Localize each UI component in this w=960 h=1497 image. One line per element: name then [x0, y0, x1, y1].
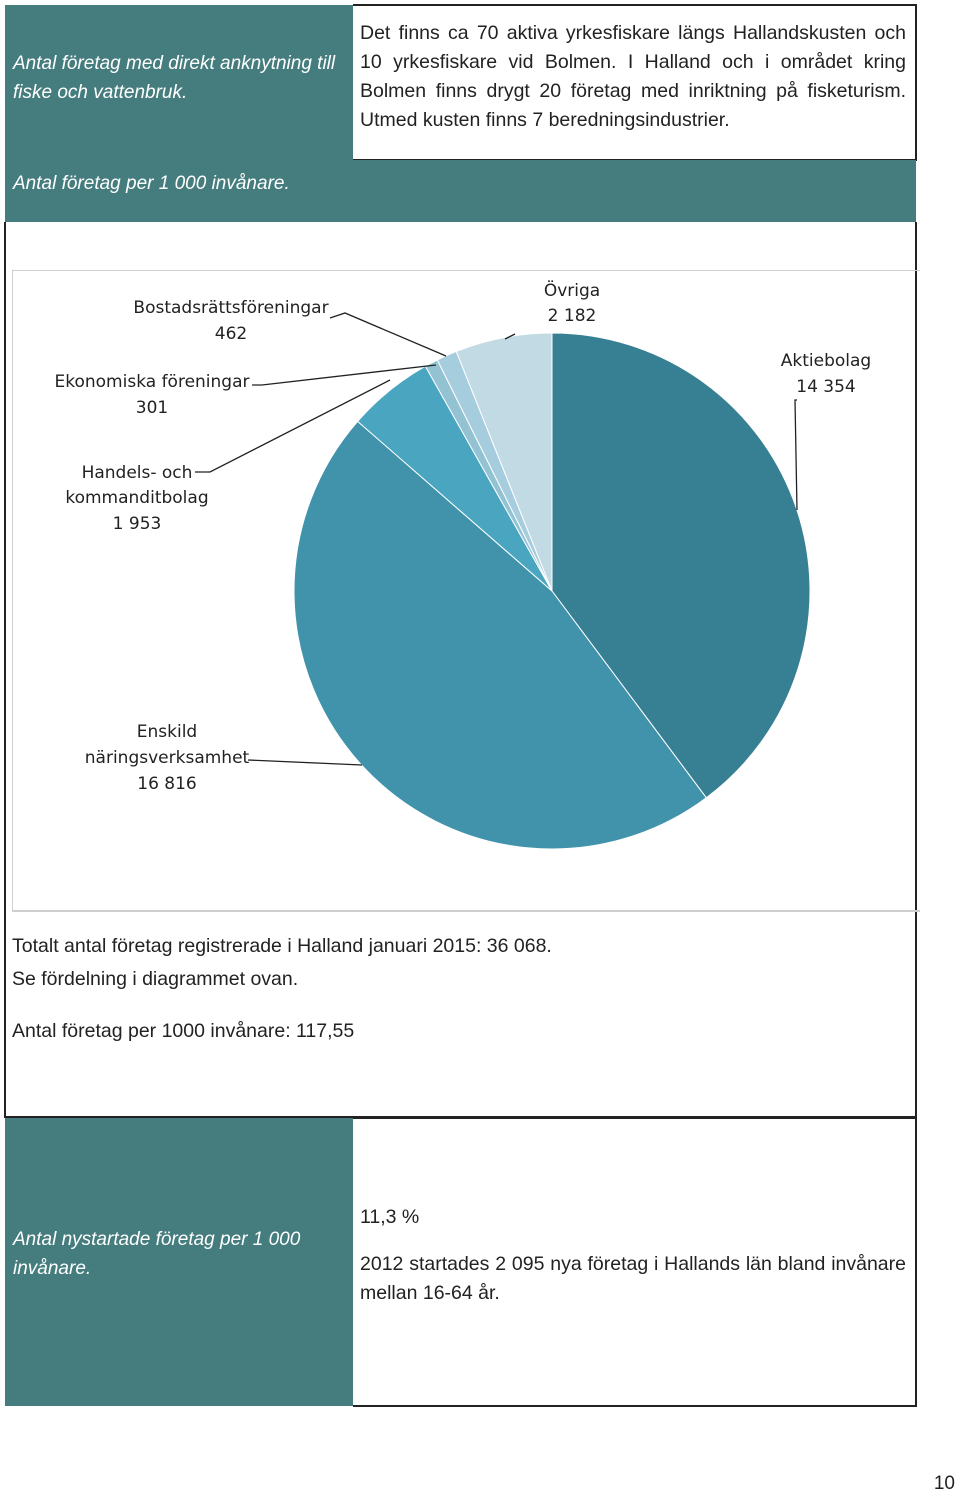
- pie-label-4-1: 462: [215, 324, 247, 344]
- pie-slice-5: [455, 332, 553, 592]
- pie-leader-line-0: [794, 399, 798, 511]
- startups-label: Antal nystartade företag per 1 000 invån…: [13, 1229, 301, 1279]
- fishing-text: Det finns ca 70 aktiva yrkesfiskare läng…: [360, 22, 906, 131]
- companies-header: Antal företag per 1 000 invånare.: [5, 160, 916, 222]
- startups-text-cell: 11,3 % 2012 startades 2 095 nya företag …: [353, 1117, 917, 1407]
- pie-label-4-0: Bostadsrättsföreningar: [133, 298, 328, 318]
- pie-label-3-0: Ekonomiska föreningar: [55, 372, 250, 392]
- pie-leader-line-1: [247, 759, 363, 766]
- pie-label-2-0: Handels- och: [82, 463, 193, 483]
- pie-label-3-1: 301: [136, 398, 168, 418]
- pie-leader-line-2: [195, 379, 391, 473]
- totals-line-1: Totalt antal företag registrerade i Hall…: [12, 935, 552, 957]
- page-number: 10: [933, 1473, 955, 1494]
- pie-slice-1: [293, 420, 708, 850]
- fishing-label: Antal företag med direkt anknytning till…: [13, 53, 336, 103]
- companies-header-label: Antal företag per 1 000 invånare.: [13, 173, 290, 194]
- fishing-label-cell: Antal företag med direkt anknytning till…: [5, 5, 353, 160]
- pie-leader-line-5: [504, 333, 516, 340]
- totals-line-2: Se fördelning i diagrammet ovan.: [12, 968, 299, 990]
- per-capita-line: Antal företag per 1000 invånare: 117,55: [12, 1020, 355, 1042]
- pie-label-1-0: Enskild: [137, 722, 197, 742]
- pie-label-0-0: Aktiebolag: [781, 351, 871, 371]
- pie-label-0-1: 14 354: [796, 377, 855, 397]
- pie-label-2-1: kommanditbolag: [65, 488, 208, 508]
- pie-label-2-2: 1 953: [113, 514, 162, 534]
- startups-label-cell: Antal nystartade företag per 1 000 invån…: [5, 1118, 353, 1406]
- pie-label-1-2: 16 816: [137, 774, 196, 794]
- fishing-text-cell: Det finns ca 70 aktiva yrkesfiskare läng…: [353, 4, 917, 161]
- startups-value: 11,3 %: [360, 1206, 420, 1228]
- chart-frame: [12, 270, 920, 912]
- startups-text: 2012 startades 2 095 nya företag i Halla…: [360, 1253, 906, 1304]
- pie-label-5-0: Övriga: [544, 279, 600, 301]
- pie-leader-line-4: [329, 312, 447, 357]
- pie-leader-line-3: [252, 364, 437, 386]
- pie-label-5-1: 2 182: [548, 306, 597, 326]
- pie-label-1-1: näringsverksamhet: [85, 748, 250, 768]
